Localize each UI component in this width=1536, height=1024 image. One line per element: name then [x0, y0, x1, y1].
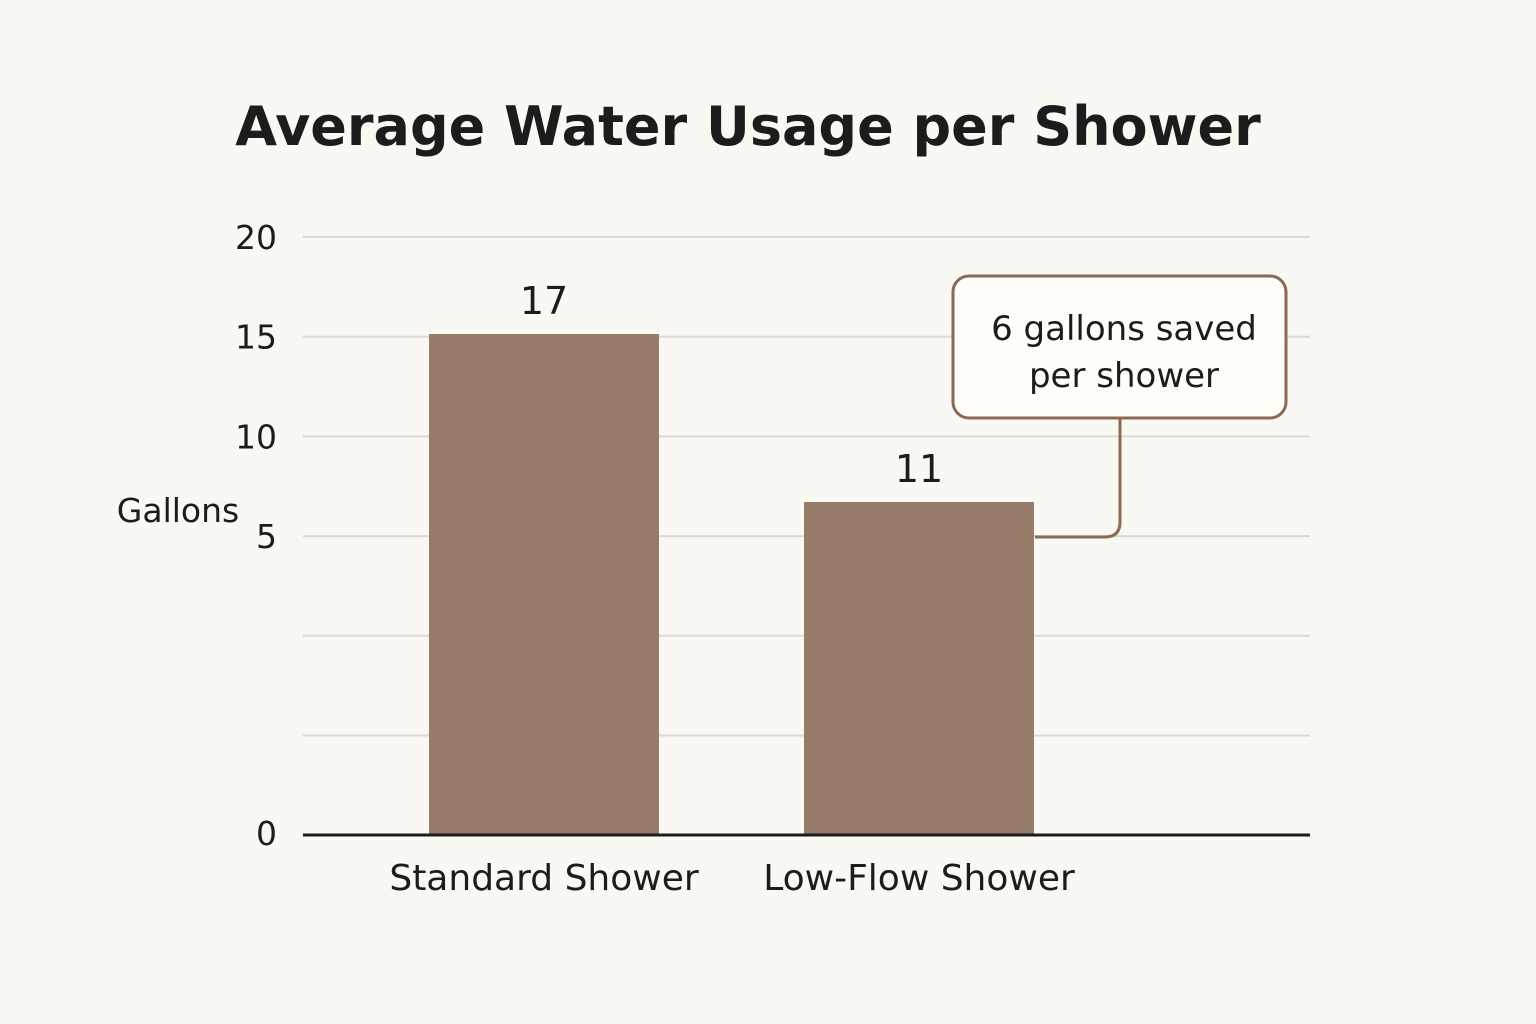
callout-text: 6 gallons saved [991, 309, 1257, 349]
chart-title: Average Water Usage per Shower [235, 95, 1261, 158]
y-tick-label: 20 [235, 218, 277, 257]
x-category-label: Standard Shower [389, 858, 699, 899]
y-tick-label: 15 [235, 318, 277, 357]
x-axis-categories: Standard Shower Low-Flow Shower [389, 858, 1075, 899]
savings-callout: 6 gallons saved per shower [951, 274, 1288, 539]
callout-text: per shower [1029, 356, 1219, 396]
bar-value-label: 17 [520, 279, 568, 323]
x-category-label: Low-Flow Shower [763, 858, 1075, 899]
bar-value-label: 11 [895, 447, 943, 491]
bar-low-flow-shower [804, 502, 1034, 835]
callout-leader-line [1035, 418, 1122, 539]
y-axis-label: Gallons [117, 491, 239, 530]
y-tick-label: 0 [256, 814, 277, 853]
bar-standard-shower [429, 334, 659, 835]
y-tick-label: 10 [235, 417, 277, 456]
y-tick-label: 5 [256, 517, 277, 556]
y-axis-ticks: 20 15 10 5 0 [235, 218, 277, 853]
bars [429, 334, 1034, 835]
